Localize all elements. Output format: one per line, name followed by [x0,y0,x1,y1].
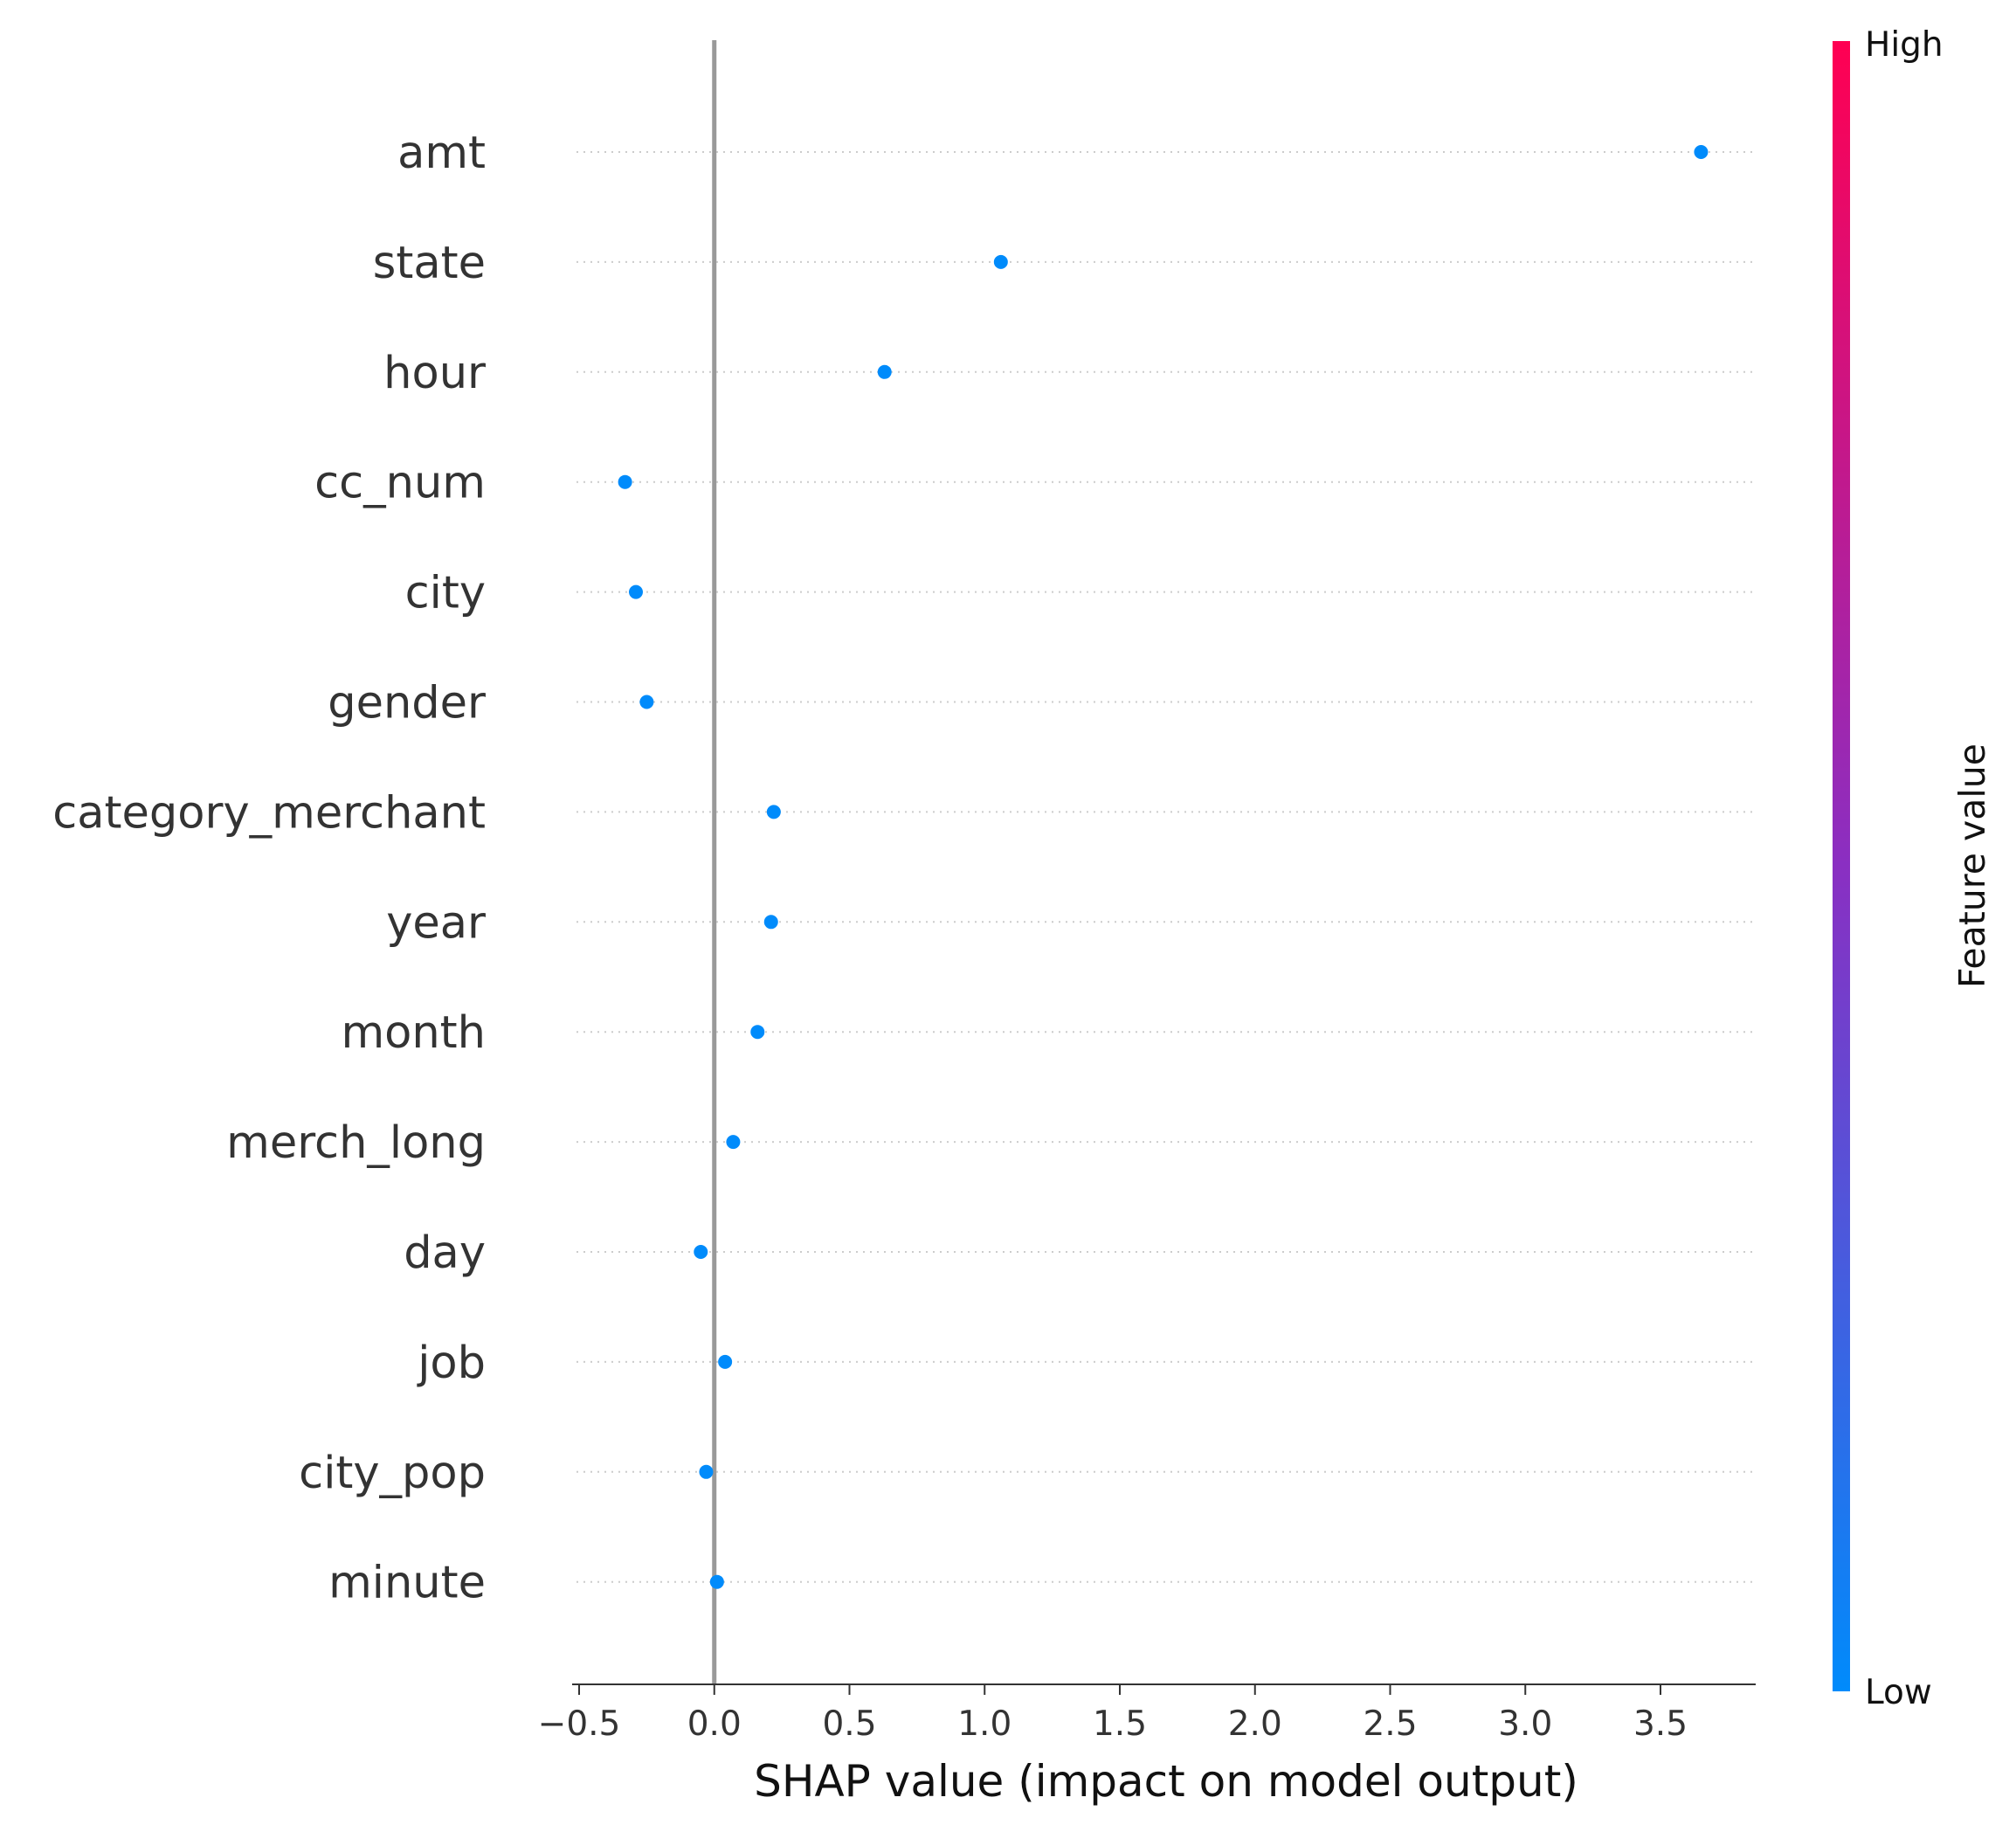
feature-label: merch_long [226,1117,486,1169]
feature-label: city_pop [299,1448,486,1499]
shap-point [750,1025,765,1040]
shap-point [1694,145,1709,159]
grid-lines [576,151,1756,1583]
x-tick-label: 1.5 [1093,1704,1147,1744]
feature-label: cc_num [314,458,486,509]
x-axis-title: SHAP value (impact on model output) [754,1756,1578,1807]
x-tick-label: 0.0 [687,1704,742,1744]
colorbar-low-label: Low [1865,1673,1932,1712]
shap-point [628,584,643,599]
shap-point [766,805,781,819]
shap-point [699,1464,714,1479]
x-tick-label: 2.0 [1228,1704,1282,1744]
x-tick-label: 1.0 [957,1704,1011,1744]
shap-point [709,1574,724,1589]
x-tick-label: 3.0 [1498,1704,1552,1744]
shap-point [718,1354,733,1369]
colorbar-gradient [1833,41,1850,1691]
feature-label: amt [397,128,486,179]
colorbar-high-label: High [1865,25,1944,65]
feature-label: state [373,238,486,289]
colorbar-title: Feature value [1951,743,1993,988]
x-tick-label: 3.5 [1633,1704,1688,1744]
feature-label: gender [328,678,486,729]
x-axis-ticks: −0.5 0.0 0.5 1.0 1.5 2.0 2.5 3.0 3.5 [538,1684,1688,1744]
feature-label: year [386,897,486,949]
feature-label: hour [383,348,486,399]
feature-label: job [417,1338,486,1389]
feature-label: month [341,1007,486,1059]
shap-points [618,145,1709,1589]
shap-point [639,695,654,709]
feature-label: city [405,568,486,619]
feature-label: category_merchant [52,787,486,839]
x-tick-label: −0.5 [538,1704,621,1744]
shap-point [877,364,892,379]
feature-label: day [404,1227,486,1279]
shap-point [618,474,632,489]
shap-point [694,1245,708,1259]
shap-point [726,1135,741,1150]
x-axis: −0.5 0.0 0.5 1.0 1.5 2.0 2.5 3.0 3.5 SHAP value … [538,1683,1756,1807]
colorbar: High Low Feature value [1833,25,1993,1712]
x-tick-label: 2.5 [1363,1704,1417,1744]
shap-point [763,915,778,930]
x-tick-label: 0.5 [822,1704,876,1744]
feature-label: minute [328,1558,486,1609]
shap-point [993,254,1008,269]
